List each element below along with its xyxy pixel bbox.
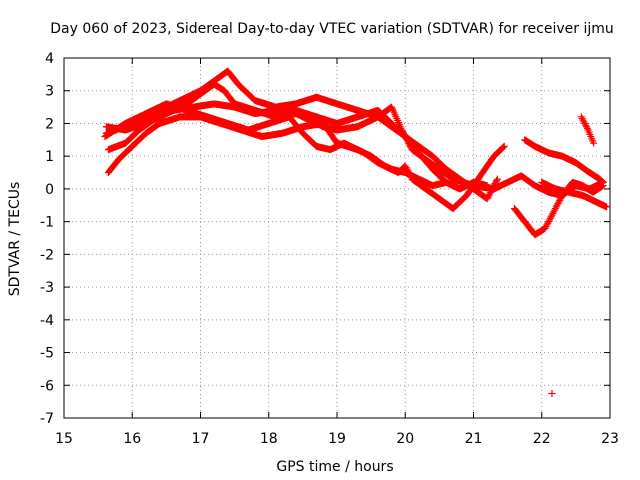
data-point	[555, 198, 563, 206]
data-point	[548, 389, 556, 397]
y-tick-label: -1	[40, 215, 54, 231]
data-point	[547, 213, 555, 221]
y-tick-label: -2	[40, 247, 54, 263]
series-track-5	[101, 100, 464, 193]
data-point	[554, 200, 562, 208]
grid-lines	[64, 58, 610, 418]
data-point	[579, 116, 587, 124]
y-tick-label: -6	[40, 378, 54, 394]
data-point	[549, 209, 557, 217]
data-point	[597, 177, 605, 185]
x-tick-label: 20	[396, 431, 414, 447]
data-point	[552, 203, 560, 211]
y-tick-label: 2	[45, 116, 54, 132]
y-tick-label: 3	[45, 84, 54, 100]
data-point	[499, 143, 507, 151]
y-tick-label: -4	[40, 313, 54, 329]
data-point	[583, 124, 591, 132]
data-point	[541, 224, 549, 232]
series-track-10	[577, 113, 598, 147]
series-track-9	[538, 178, 611, 211]
data-point	[581, 119, 589, 127]
series-track-8	[521, 136, 607, 186]
data-point	[580, 118, 588, 126]
data-point	[542, 223, 550, 231]
data-point	[557, 195, 565, 203]
data-point	[493, 175, 501, 183]
data-points	[101, 67, 611, 397]
chart-title: Day 060 of 2023, Sidereal Day-to-day VTE…	[50, 21, 614, 37]
x-tick-label: 18	[260, 431, 278, 447]
x-tick-label: 15	[55, 431, 73, 447]
data-point	[401, 162, 409, 170]
data-point	[483, 195, 491, 203]
data-point	[486, 190, 494, 198]
x-tick-label: 19	[328, 431, 346, 447]
data-point	[543, 221, 551, 229]
x-axis-label: GPS time / hours	[276, 459, 393, 475]
data-point	[556, 196, 564, 204]
y-tick-label: -7	[40, 411, 54, 427]
data-point	[590, 139, 598, 147]
data-point	[544, 219, 552, 227]
data-point	[548, 211, 556, 219]
y-axis-label: SDTVAR / TECUs	[7, 182, 23, 297]
data-point	[493, 177, 501, 185]
data-point	[484, 193, 492, 201]
data-point	[499, 144, 507, 152]
data-point	[545, 216, 553, 224]
y-tick-label: -3	[40, 280, 54, 296]
data-point	[550, 208, 558, 216]
data-point	[456, 185, 464, 193]
y-tick-label: 1	[45, 149, 54, 165]
y-tick-label: 4	[45, 51, 54, 67]
data-point	[551, 206, 559, 214]
data-point	[599, 178, 607, 186]
y-tick-label: -5	[40, 346, 54, 362]
x-tick-label: 21	[465, 431, 483, 447]
data-point	[553, 201, 561, 209]
y-tick-label: 0	[45, 182, 54, 198]
data-point	[578, 115, 586, 123]
x-tick-label: 23	[601, 431, 619, 447]
axis-ticks	[63, 57, 611, 419]
data-point	[500, 142, 508, 150]
x-tick-label: 22	[533, 431, 551, 447]
series-track-7	[510, 178, 607, 239]
data-point	[598, 178, 606, 186]
x-tick-label: 16	[123, 431, 141, 447]
data-point	[582, 123, 590, 131]
series-outlier	[548, 389, 556, 397]
x-tick-label: 17	[192, 431, 210, 447]
data-point	[485, 192, 493, 200]
data-point	[546, 214, 554, 222]
data-point	[551, 205, 559, 213]
data-point	[603, 203, 611, 211]
data-point	[577, 113, 585, 121]
data-point	[545, 218, 553, 226]
data-point	[582, 121, 590, 129]
